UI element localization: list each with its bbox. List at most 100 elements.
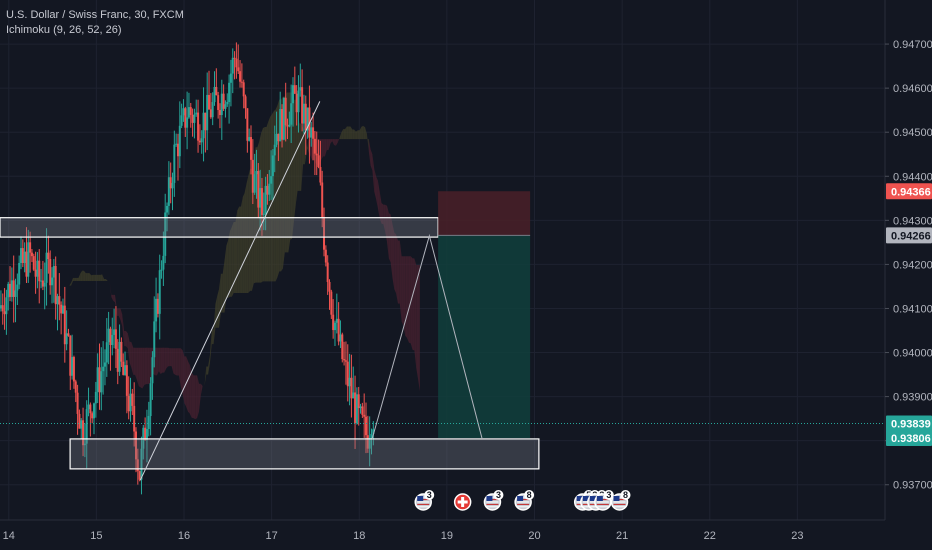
- kumo-segment: [162, 347, 165, 373]
- candle-body: [197, 112, 200, 141]
- price-axis[interactable]: 0.937000.938000.939000.940000.941000.942…: [884, 0, 932, 520]
- kumo-segment: [116, 308, 119, 316]
- price-tick-label: 0.94600: [893, 83, 932, 95]
- kumo-segment: [244, 183, 247, 293]
- kumo-segment: [357, 130, 360, 140]
- candle-body: [366, 435, 369, 449]
- kumo-segment: [83, 270, 86, 281]
- kumo-segment: [71, 277, 74, 286]
- candle-body: [226, 102, 229, 105]
- candle-body: [111, 334, 114, 345]
- candle-body: [297, 90, 300, 113]
- candle-body: [193, 114, 196, 123]
- kumo-segment: [98, 274, 101, 281]
- price-tick-label: 0.94700: [893, 39, 932, 51]
- kumo-segment: [337, 137, 340, 143]
- flag-cross: [457, 500, 468, 504]
- candle-body: [306, 107, 309, 131]
- candle-body: [182, 108, 185, 116]
- price-tick-label: 0.94100: [893, 303, 932, 315]
- kumo-segment: [166, 347, 168, 369]
- kumo-segment: [345, 126, 347, 140]
- candle-body: [71, 357, 74, 376]
- candle-body: [341, 334, 344, 360]
- candle-body: [213, 86, 216, 103]
- event-icon: 3: [414, 490, 435, 511]
- kumo-segment: [104, 279, 106, 281]
- kumo-segment: [348, 126, 351, 140]
- candle-body: [87, 404, 90, 410]
- kumo-segment: [381, 203, 384, 225]
- candle-body: [164, 212, 167, 256]
- candle-body: [323, 217, 326, 250]
- kumo-segment: [220, 273, 223, 313]
- candle-body: [248, 137, 251, 141]
- candle-body: [372, 429, 375, 434]
- candle-body: [136, 459, 139, 472]
- candle-body: [114, 329, 117, 349]
- candle-body: [275, 133, 278, 145]
- time-tick-label: 19: [441, 530, 453, 542]
- kumo-segment: [397, 240, 400, 304]
- price-tag: [886, 430, 932, 447]
- price-tag-label: 0.94266: [891, 230, 931, 242]
- candle-body: [206, 94, 209, 131]
- event-count: 8: [623, 490, 628, 500]
- event-count-badge: [620, 490, 631, 500]
- candle-body: [61, 305, 64, 314]
- candle-body: [301, 87, 304, 124]
- kumo-segment: [89, 273, 92, 281]
- candle-body: [113, 329, 116, 335]
- candle-body: [173, 144, 176, 183]
- candle-body: [175, 143, 178, 145]
- kumo-segment: [219, 273, 221, 328]
- economic-events[interactable]: 33853338: [414, 490, 631, 511]
- kumo-segment: [370, 149, 373, 171]
- kumo-segment: [332, 139, 335, 145]
- kumo-segment: [323, 139, 325, 157]
- candle-body: [304, 103, 307, 131]
- candle-body: [140, 448, 143, 480]
- kumo-segment: [222, 260, 225, 313]
- event-count-badge: [603, 490, 614, 500]
- kumo-segment: [140, 347, 143, 389]
- candle-body: [279, 109, 282, 142]
- kumo-segment: [111, 294, 114, 301]
- flag-canton: [613, 496, 620, 501]
- event-count-badge: [493, 490, 504, 500]
- candle-body: [368, 437, 371, 449]
- time-tick-label: 22: [704, 530, 716, 542]
- candle-body: [240, 81, 243, 83]
- time-tick-label: 15: [90, 530, 102, 542]
- kumo-segment: [224, 245, 227, 313]
- kumo-segment: [167, 347, 170, 367]
- candle-body: [346, 361, 349, 387]
- candle-body: [105, 342, 108, 363]
- kumo-segment: [193, 375, 196, 420]
- candle-body: [284, 97, 287, 126]
- kumo-segment: [125, 330, 128, 349]
- price-tag-label: 0.93806: [891, 433, 931, 445]
- symbol-title[interactable]: U.S. Dollar / Swiss Franc, 30, FXCM: [6, 9, 184, 21]
- candle-body: [63, 305, 66, 345]
- indicator-label[interactable]: Ichimoku (9, 26, 52, 26): [6, 24, 122, 36]
- kumo-segment: [401, 256, 404, 326]
- drawn-lines[interactable]: [0, 101, 885, 481]
- time-axis[interactable]: 14 15 16 17 18 19 20 21 22 23: [0, 519, 885, 542]
- candle-body: [180, 115, 183, 126]
- candle-body: [293, 85, 296, 94]
- candle-body: [41, 280, 44, 287]
- candle-body: [288, 124, 291, 127]
- candle-body: [125, 365, 128, 396]
- candle-body: [355, 394, 358, 424]
- kumo-segment: [113, 294, 116, 303]
- kumo-segment: [102, 274, 105, 281]
- candle-body: [229, 73, 232, 83]
- candle-body: [167, 177, 170, 206]
- kumo-segment: [365, 127, 367, 140]
- candle-body: [242, 82, 245, 97]
- candle-body: [191, 114, 194, 123]
- kumo-segment: [136, 347, 139, 387]
